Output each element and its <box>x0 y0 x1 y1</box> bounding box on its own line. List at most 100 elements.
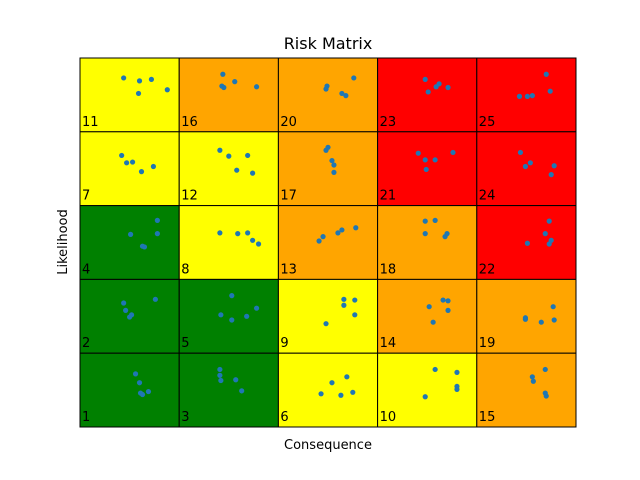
risk-cell-label: 15 <box>479 410 496 425</box>
data-point <box>145 388 152 395</box>
risk-cell <box>178 352 279 428</box>
data-point <box>529 93 535 99</box>
data-point <box>316 238 322 244</box>
data-point <box>323 321 329 327</box>
data-point <box>450 149 456 156</box>
risk-cell <box>79 205 180 280</box>
data-point <box>136 78 143 84</box>
data-point <box>542 366 548 373</box>
data-point <box>422 157 428 163</box>
data-point <box>516 93 523 99</box>
data-point <box>329 157 335 164</box>
risk-cell <box>377 278 478 354</box>
data-point <box>522 315 529 321</box>
scatter-points <box>119 71 557 400</box>
data-point <box>440 297 446 303</box>
data-point <box>331 162 337 168</box>
data-point <box>550 304 556 310</box>
data-point <box>218 312 224 318</box>
data-point <box>344 374 350 380</box>
risk-cell <box>377 57 478 133</box>
risk-cell-label: 19 <box>479 336 496 351</box>
data-point <box>235 231 241 237</box>
risk-cell <box>178 131 279 207</box>
risk-cell-label: 6 <box>280 410 288 425</box>
data-point <box>542 231 548 237</box>
risk-cell-label: 5 <box>181 336 189 351</box>
data-point <box>253 305 260 311</box>
data-point <box>325 144 331 150</box>
data-point <box>432 366 438 373</box>
data-point <box>517 149 524 156</box>
risk-cell-label: 24 <box>479 189 496 204</box>
data-point <box>150 163 157 170</box>
data-point <box>430 319 436 325</box>
data-point <box>250 237 256 243</box>
data-point <box>425 89 431 95</box>
data-point <box>152 296 158 302</box>
risk-cell <box>79 352 180 428</box>
risk-cell-label: 17 <box>280 189 297 204</box>
x-axis-label: Consequence <box>284 438 372 453</box>
data-point <box>132 371 139 377</box>
data-point <box>335 230 341 236</box>
data-point <box>543 393 549 399</box>
chart-title: Risk Matrix <box>284 34 373 53</box>
data-point <box>432 157 438 163</box>
risk-cell-label: 22 <box>479 262 496 277</box>
data-point <box>217 366 223 373</box>
data-point <box>136 380 143 386</box>
risk-cell-label: 11 <box>82 115 99 130</box>
data-point <box>232 79 238 85</box>
data-point <box>154 231 160 237</box>
risk-cell-label: 13 <box>280 262 297 277</box>
data-point <box>219 83 225 89</box>
data-point <box>339 227 345 233</box>
risk-cell-label: 25 <box>479 115 496 130</box>
data-point <box>339 90 345 97</box>
data-point <box>445 307 451 313</box>
data-point <box>341 302 347 308</box>
data-point <box>343 93 349 99</box>
risk-cell-label: 4 <box>82 262 90 277</box>
data-point <box>422 394 428 400</box>
data-point <box>353 225 359 231</box>
data-point <box>135 90 142 97</box>
risk-cell <box>377 352 478 428</box>
data-point <box>422 231 428 237</box>
data-point <box>217 372 223 378</box>
risk-cell <box>476 352 577 428</box>
data-point <box>245 230 251 236</box>
data-point <box>524 93 530 99</box>
risk-cell <box>178 278 279 354</box>
risk-cell-label: 20 <box>280 115 297 130</box>
data-point <box>121 300 127 306</box>
data-point <box>234 167 240 173</box>
data-point <box>547 88 553 94</box>
data-point <box>229 293 235 299</box>
data-point <box>318 391 324 397</box>
risk-cell-label: 23 <box>380 115 397 130</box>
data-point <box>548 172 554 178</box>
risk-cell <box>79 131 180 207</box>
risk-cell-label: 8 <box>181 262 189 277</box>
risk-cell-label: 1 <box>82 410 90 425</box>
data-point <box>331 169 337 175</box>
data-point <box>154 217 160 223</box>
data-point <box>244 313 250 319</box>
data-point <box>538 319 544 325</box>
risk-cell <box>79 57 180 133</box>
data-point <box>422 76 428 82</box>
risk-cell-label: 3 <box>181 410 189 425</box>
data-point <box>426 304 432 310</box>
data-point <box>415 150 421 156</box>
data-point <box>323 86 329 92</box>
data-point <box>250 170 256 176</box>
data-point <box>352 312 358 318</box>
data-point <box>138 169 145 175</box>
risk-cell-label: 16 <box>181 115 198 130</box>
data-point <box>546 241 552 247</box>
data-point <box>454 369 460 375</box>
data-point <box>546 218 552 224</box>
